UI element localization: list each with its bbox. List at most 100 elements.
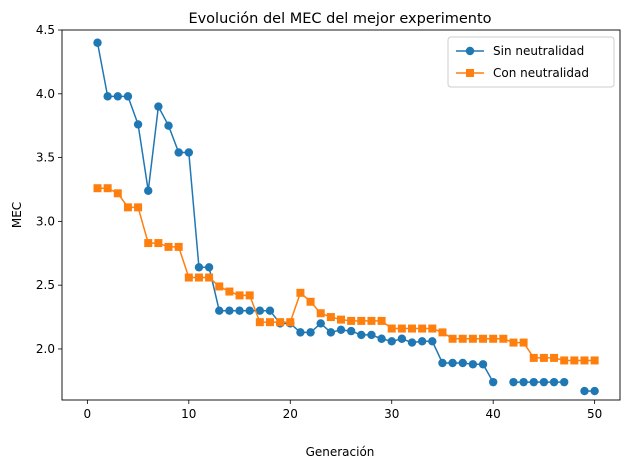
data-point — [509, 338, 518, 347]
data-point — [539, 353, 548, 362]
data-point — [397, 324, 406, 333]
data-point — [103, 184, 112, 193]
data-point — [255, 318, 264, 327]
y-tick-label: 2.5 — [36, 278, 55, 292]
data-point — [326, 313, 335, 322]
data-point — [296, 288, 305, 297]
legend-label: Sin neutralidad — [493, 44, 584, 58]
data-point — [468, 360, 478, 369]
data-point — [408, 324, 417, 333]
data-point — [580, 356, 589, 365]
data-point — [337, 315, 345, 324]
chart-title: Evolución del MEC del mejor experimento — [188, 11, 491, 27]
data-point — [205, 273, 214, 282]
data-point — [144, 239, 153, 248]
data-point — [367, 316, 376, 325]
data-point — [590, 356, 599, 365]
data-point — [377, 316, 386, 325]
data-point — [93, 184, 102, 193]
data-point — [235, 291, 244, 300]
data-point — [357, 316, 366, 325]
data-point — [417, 337, 427, 346]
x-tick-label: 50 — [587, 407, 602, 421]
data-point — [225, 306, 234, 315]
x-tick-label: 10 — [181, 407, 196, 421]
data-point — [306, 328, 315, 337]
data-point — [133, 120, 143, 129]
data-point — [377, 334, 386, 343]
data-point — [529, 353, 538, 362]
y-tick-label: 3.0 — [36, 214, 55, 228]
y-tick-label: 4.0 — [36, 87, 55, 101]
data-point — [103, 92, 112, 101]
y-tick-label: 3.5 — [36, 151, 55, 165]
x-tick-label: 20 — [283, 407, 298, 421]
x-tick-label: 30 — [384, 407, 399, 421]
data-point — [346, 326, 356, 336]
plot-frame — [61, 29, 621, 401]
data-point — [550, 353, 559, 362]
series-sin-neutralidad — [93, 38, 599, 396]
data-point — [296, 328, 305, 337]
data-point — [164, 121, 173, 130]
x-tick-label: 0 — [84, 407, 92, 421]
data-point — [479, 334, 488, 343]
data-point — [174, 242, 183, 251]
data-point — [113, 92, 123, 101]
data-point — [326, 328, 336, 337]
data-point — [306, 297, 315, 306]
data-point — [316, 319, 325, 328]
y-axis-label: MEC — [10, 202, 24, 228]
data-point — [387, 324, 396, 333]
data-point — [428, 337, 437, 346]
data-point — [489, 334, 498, 343]
data-point — [164, 242, 173, 251]
data-point — [255, 306, 265, 315]
legend-marker — [466, 69, 474, 77]
series-line — [96, 42, 494, 383]
data-point — [134, 203, 143, 212]
data-point — [154, 239, 163, 248]
data-point — [478, 360, 488, 369]
data-point — [123, 92, 133, 101]
data-point — [407, 338, 417, 347]
data-point — [286, 318, 295, 327]
legend: Sin neutralidad Con neutralidad — [447, 36, 615, 88]
data-point — [336, 325, 346, 335]
data-point — [397, 334, 407, 343]
data-point — [184, 273, 193, 282]
data-point — [174, 148, 183, 157]
legend-box — [447, 36, 615, 88]
data-point — [215, 282, 224, 291]
data-point — [235, 306, 244, 315]
data-point — [113, 189, 122, 198]
legend-marker — [465, 46, 475, 56]
legend-label: Con neutralidad — [493, 66, 589, 80]
data-point — [519, 377, 528, 387]
x-axis-label: Generación — [306, 445, 375, 459]
series-con-neutralidad — [93, 184, 599, 365]
data-point — [184, 148, 194, 157]
data-point — [448, 334, 457, 343]
data-point — [418, 324, 427, 333]
data-point — [438, 328, 447, 337]
data-point — [560, 356, 569, 365]
data-point — [539, 377, 549, 387]
data-point — [265, 318, 274, 327]
data-point — [448, 358, 457, 368]
data-point — [316, 309, 325, 318]
data-point — [438, 358, 447, 368]
data-point — [225, 287, 234, 296]
data-point — [570, 356, 579, 365]
data-point — [387, 337, 396, 346]
data-point — [265, 306, 275, 315]
data-point — [276, 318, 285, 327]
data-point — [468, 334, 477, 343]
data-point — [428, 324, 437, 333]
data-point — [488, 377, 498, 387]
data-point — [590, 386, 599, 396]
x-tick-label: 40 — [486, 407, 501, 421]
data-point — [560, 377, 569, 387]
data-point — [499, 334, 508, 343]
